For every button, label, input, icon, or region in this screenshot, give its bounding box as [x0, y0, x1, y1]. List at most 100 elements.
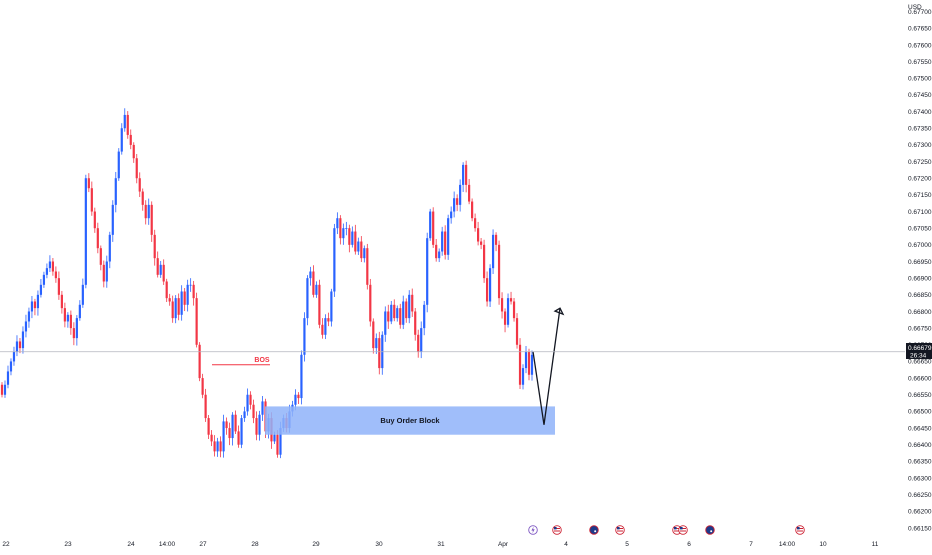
candle-body [171, 301, 174, 319]
candle-body [479, 241, 483, 245]
candle-body [15, 341, 19, 352]
candle-body [153, 234, 156, 259]
y-tick-label: 0.66850 [908, 292, 932, 299]
candle-body [444, 231, 447, 255]
y-tick-label: 0.67050 [908, 225, 932, 232]
candle-body [276, 434, 279, 455]
x-tick-label: 14:00 [159, 541, 176, 548]
candle-body [207, 418, 210, 435]
lightning-icon[interactable] [528, 525, 538, 535]
y-tick-label: 0.67200 [908, 176, 932, 183]
candle-body [273, 434, 276, 442]
candle-body [84, 178, 87, 285]
candle-body [96, 228, 99, 249]
flag-canton [797, 527, 800, 530]
candle-body [435, 244, 438, 259]
candle-body [465, 164, 468, 185]
us-flag-icon[interactable] [678, 525, 688, 535]
us-flag-icon[interactable] [795, 525, 805, 535]
candle-body [477, 228, 480, 242]
y-tick-label: 0.66800 [908, 309, 932, 316]
current-price: 0.66679 [908, 345, 932, 352]
bar-countdown: 26:34 [910, 353, 927, 360]
us-flag-icon[interactable] [615, 525, 625, 535]
candle-body [117, 151, 120, 179]
candle-body [378, 338, 381, 369]
candle-body [75, 318, 78, 339]
flag-star [710, 530, 713, 533]
y-tick-label: 0.67300 [908, 142, 932, 149]
candle-body [42, 274, 46, 285]
candle-body [521, 368, 525, 385]
candle-body [111, 204, 114, 235]
candle-body [141, 191, 144, 205]
candle-body [168, 298, 171, 302]
candle-body [459, 184, 462, 205]
candle-body [432, 211, 435, 245]
candle-body [429, 211, 432, 239]
au-flag-icon[interactable] [705, 525, 715, 535]
candle-body [237, 431, 240, 445]
candle-body [518, 344, 522, 385]
flag-stripe [797, 528, 803, 529]
candle-body [72, 328, 75, 339]
y-tick-label: 0.67150 [908, 192, 932, 199]
candle-body [372, 321, 375, 349]
x-tick-label: 29 [312, 541, 320, 548]
us-flag-icon[interactable] [552, 525, 562, 535]
arrow-up-icon [553, 307, 565, 316]
x-tick-label: 11 [872, 541, 879, 548]
y-tick-label: 0.67700 [908, 9, 932, 16]
candle-body [195, 298, 198, 345]
candle-body [252, 404, 255, 419]
bos-label: BOS [254, 357, 270, 364]
candle-body [21, 331, 25, 349]
au-flag-icon[interactable] [589, 525, 599, 535]
y-tick-label: 0.66350 [908, 459, 932, 466]
candle-body [375, 338, 378, 349]
candle-body [81, 284, 84, 305]
flag-canton [680, 527, 683, 530]
candle-body [441, 231, 444, 252]
x-tick-label: 30 [375, 541, 383, 548]
candle-body [423, 304, 426, 329]
candle-body [309, 271, 312, 279]
y-tick-label: 0.67650 [908, 26, 932, 33]
candle-body [231, 414, 234, 439]
candle-body [183, 291, 186, 305]
candle-body [24, 321, 28, 332]
price-axis[interactable]: USD 0.67700 0.67650 0.67600 0.67550 0.67500 0… [908, 4, 932, 532]
candle-body [255, 418, 258, 435]
order-block-label: Buy Order Block [380, 416, 440, 425]
candle-body [393, 304, 396, 319]
y-tick-label: 0.67100 [908, 209, 932, 216]
x-tick-label: Apr [498, 541, 509, 548]
flag-stripe [617, 530, 623, 532]
candle-body [57, 278, 60, 295]
candle-body [225, 421, 228, 429]
time-axis[interactable]: 22 23 24 14:00 27 28 29 30 31 Apr 4 5 6 7 14:00 10 11 [2, 541, 878, 548]
candle-body [312, 271, 315, 295]
candle-body [369, 284, 372, 322]
icon-ring [615, 525, 625, 535]
candle-body [177, 298, 180, 315]
candle-body [3, 384, 7, 395]
candle-body [354, 231, 357, 252]
candle-body [297, 394, 300, 399]
candle-body [324, 318, 327, 335]
buy-order-block[interactable] [265, 406, 555, 435]
candle-body [318, 284, 321, 325]
candle-body [156, 258, 159, 275]
candle-body [0, 384, 4, 395]
economic-events[interactable] [528, 525, 805, 535]
y-tick-label: 0.66450 [908, 425, 932, 432]
x-tick-label: 28 [251, 541, 259, 548]
candle-body [12, 351, 16, 362]
y-tick-label: 0.66900 [908, 275, 932, 282]
candle-body [279, 428, 282, 455]
x-tick-label: 22 [2, 541, 10, 548]
candle-body [162, 264, 165, 282]
candle-body [333, 228, 336, 292]
